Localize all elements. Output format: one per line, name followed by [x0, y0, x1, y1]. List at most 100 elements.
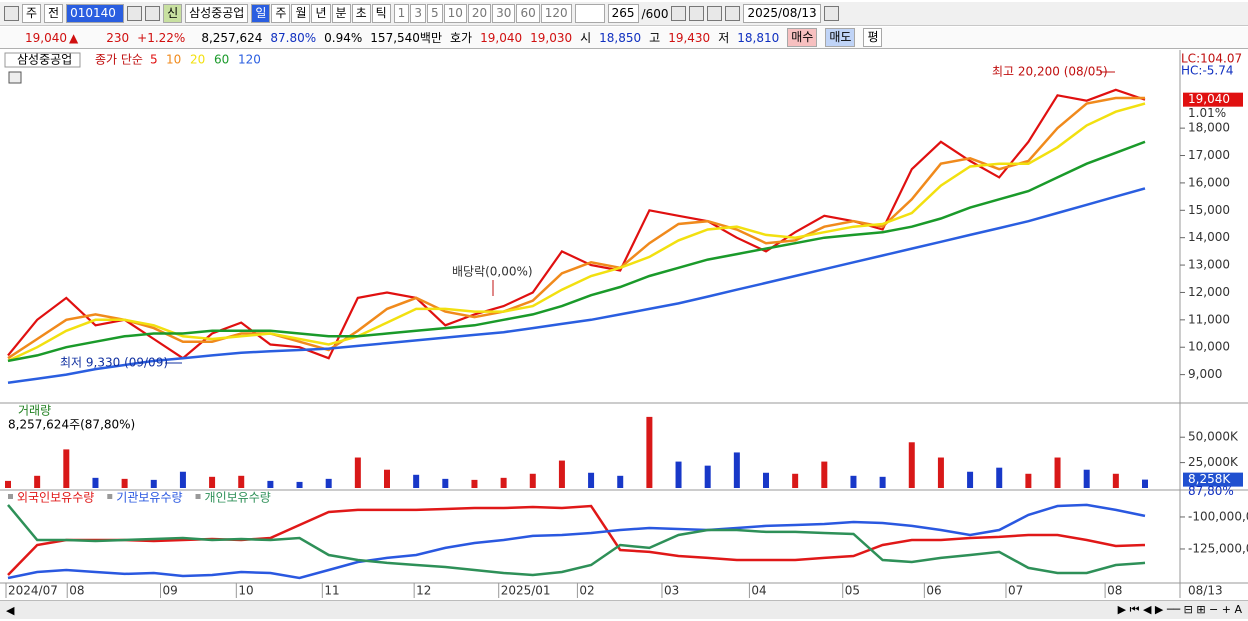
count-max: /600 — [641, 6, 669, 21]
volume-ratio-tag: 87,80% — [1188, 484, 1234, 498]
blank-select[interactable] — [574, 4, 605, 23]
settings-icon[interactable] — [725, 6, 741, 21]
legend-entry: 외국인보유수량 — [17, 491, 94, 505]
prev-button[interactable]: 전 — [44, 4, 64, 23]
market-select[interactable]: 주 — [22, 4, 42, 23]
legend-entry: 10 — [166, 53, 181, 67]
buy-button[interactable]: 매수 — [787, 28, 818, 47]
high: 19,430 — [668, 30, 711, 45]
volume-bar — [1083, 469, 1090, 488]
volume-bar — [879, 476, 886, 488]
volume-bar — [267, 480, 274, 488]
quote-bar: 19,040 ▲ 230 +1.22% 8,257,624 87.80% 0.94… — [0, 27, 1248, 49]
volume-bar — [34, 475, 41, 488]
x-tick-label: 12 — [416, 584, 431, 598]
volume-bar — [996, 467, 1003, 488]
volume-bar — [442, 478, 449, 488]
volume-tag-bg — [1183, 472, 1243, 487]
period-button[interactable]: 분 — [331, 4, 351, 23]
y-tick-label: 50,000K — [1188, 430, 1239, 444]
volume-bar — [675, 461, 682, 488]
period-button[interactable]: 틱 — [371, 4, 391, 23]
interval-button[interactable]: 1 — [393, 4, 410, 23]
tool-icon[interactable] — [671, 6, 687, 21]
chart-title: 삼성중공업 — [17, 53, 72, 67]
panel-subtitle: 8,257,624주(87,80%) — [8, 418, 135, 432]
volume-ratio: 87.80% — [270, 30, 317, 45]
volume: 8,257,624 — [201, 30, 263, 45]
period-button[interactable]: 년 — [311, 4, 331, 23]
series-line — [7, 96, 1145, 360]
volume-bar — [588, 472, 595, 488]
y-tick-label: 9,000 — [1188, 367, 1222, 381]
x-tick-label: 06 — [926, 584, 941, 598]
search-icon[interactable] — [127, 6, 143, 21]
volume-bar — [1142, 479, 1148, 488]
period-button[interactable]: 초 — [351, 4, 371, 23]
y-tick-label: 25,000K — [1188, 455, 1239, 469]
y-tick-label: 11,000 — [1188, 312, 1230, 326]
x-tick-label: 02 — [579, 584, 594, 598]
interval-button[interactable]: 60 — [516, 4, 540, 23]
y-tick-label: 17,000 — [1188, 148, 1230, 162]
open: 18,850 — [599, 30, 642, 45]
volume-bar — [150, 479, 157, 488]
code-input[interactable]: 010140 — [66, 4, 125, 23]
y-tick-label: 15,000 — [1188, 203, 1230, 217]
volume-bar — [209, 476, 216, 488]
series-line — [7, 88, 1146, 360]
interval-button[interactable]: 30 — [492, 4, 516, 23]
calendar-icon[interactable] — [823, 6, 839, 21]
volume-bar — [704, 465, 711, 488]
tool-icon[interactable] — [689, 6, 705, 21]
sound-icon[interactable] — [145, 6, 161, 21]
change-pct: +1.22% — [137, 30, 186, 45]
scroll-left[interactable]: ◀ — [6, 603, 15, 617]
series-line — [7, 503, 1146, 580]
x-tick-label: 11 — [324, 584, 339, 598]
menu-icon[interactable] — [4, 6, 19, 21]
volume-bar — [121, 478, 128, 488]
y-tick-label: 13,000 — [1188, 258, 1230, 272]
table-icon — [8, 71, 22, 84]
x-tick-label: 04 — [751, 584, 766, 598]
volume-bar — [471, 479, 478, 488]
avg-button[interactable]: 평 — [863, 28, 883, 47]
change: 230 — [106, 30, 130, 45]
date-input[interactable]: 2025/08/13 — [743, 4, 821, 23]
legend-entry: 기관보유수량 — [116, 491, 182, 505]
interval-button[interactable]: 5 — [426, 4, 443, 23]
interval-button[interactable]: 3 — [410, 4, 426, 23]
bid: 19,030 — [530, 30, 573, 45]
period-button[interactable]: 월 — [291, 4, 311, 23]
y-tick-label: -125,000,0 — [1188, 541, 1248, 555]
zoom-controls[interactable]: ▶ ⏮ ◀ ▶ ── ⊟ ⊞ − + A — [1117, 603, 1242, 616]
x-tick-label: 08 — [69, 584, 84, 598]
period-button[interactable]: 일 — [251, 4, 271, 23]
save-icon[interactable] — [707, 6, 723, 21]
turnover: 0.94% — [324, 30, 363, 45]
period-button[interactable]: 주 — [271, 4, 291, 23]
interval-button[interactable]: 20 — [467, 4, 492, 23]
price: 19,040 — [25, 30, 67, 45]
x-end-label: 08/13 — [1188, 584, 1223, 598]
price-pct: 1.01% — [1188, 106, 1226, 120]
sell-button[interactable]: 매도 — [825, 28, 856, 47]
volume-bar — [558, 460, 565, 488]
title-box — [4, 52, 81, 68]
legend-entry: 60 — [214, 53, 229, 67]
x-tick-label: 10 — [238, 584, 253, 598]
panel-title: 거래량 — [18, 404, 51, 418]
price-tag-bg — [1183, 92, 1243, 107]
interval-button[interactable]: 10 — [443, 4, 467, 23]
volume-bar — [63, 449, 70, 488]
volume-bar — [733, 452, 740, 488]
legend-marker — [195, 494, 201, 499]
open-label: 시 — [580, 31, 592, 45]
interval-button[interactable]: 120 — [540, 4, 572, 23]
volume-bar — [1025, 473, 1032, 488]
count-input[interactable]: 265 — [607, 4, 639, 23]
axis-note: HC:-5.74 — [1181, 64, 1234, 78]
y-tick-label: 12,000 — [1188, 285, 1230, 299]
